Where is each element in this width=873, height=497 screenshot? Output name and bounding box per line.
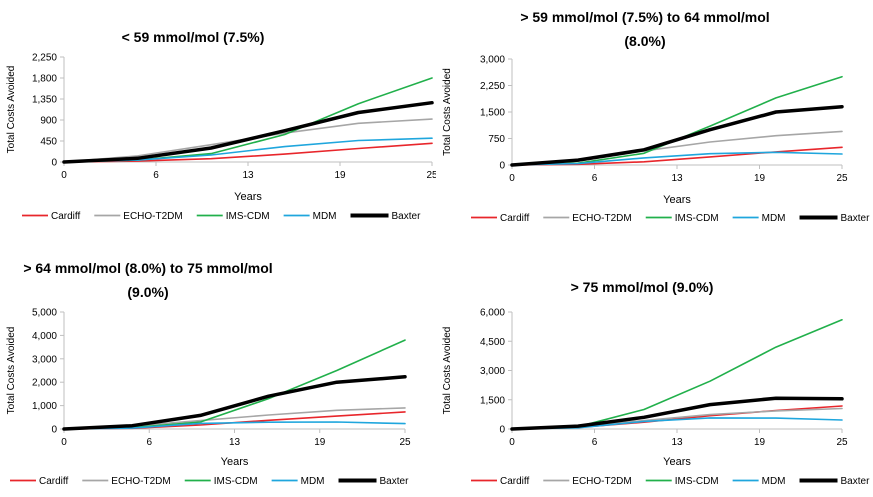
x-tick-label: 0	[509, 437, 515, 448]
legend-entry: IMS-CDM	[226, 211, 270, 222]
y-tick-label: 0	[499, 425, 505, 436]
x-tick-label: 25	[836, 173, 848, 184]
x-tick-label: 0	[61, 437, 67, 448]
x-tick-label: 6	[592, 437, 598, 448]
x-tick-label: 13	[229, 437, 241, 448]
y-tick-label: 6,000	[480, 308, 505, 319]
x-tick-label: 13	[671, 437, 683, 448]
series-line-mdm	[511, 151, 843, 166]
series-line-baxter	[510, 396, 844, 431]
y-tick-label: 1,350	[32, 95, 57, 106]
x-tick-label: 0	[61, 170, 67, 181]
y-tick-label: 4,500	[480, 337, 505, 348]
chart-title: (8.0%)	[624, 33, 665, 49]
x-tick-label: 25	[426, 170, 436, 181]
y-axis-label: Total Costs Avoided	[6, 327, 17, 415]
x-tick-label: 6	[592, 173, 598, 184]
chart-title: < 59 mmol/mol (7.5%)	[122, 29, 265, 45]
y-axis-label: Total Costs Avoided	[6, 66, 17, 154]
series-line-cardiff	[63, 142, 433, 163]
x-tick-label: 13	[671, 173, 683, 184]
y-tick-label: 1,500	[480, 395, 505, 406]
y-tick-label: 5,000	[32, 308, 57, 319]
x-axis-label: Years	[663, 456, 691, 468]
legend-entry: MDM	[313, 211, 337, 222]
legend-entry: IMS-CDM	[214, 476, 258, 487]
y-tick-label: 0	[51, 158, 57, 169]
y-tick-label: 0	[499, 161, 505, 172]
y-axis-label: Total Costs Avoided	[442, 327, 453, 415]
x-tick-label: 13	[242, 170, 254, 181]
series-line-mdm	[63, 421, 406, 430]
x-tick-label: 25	[399, 437, 411, 448]
y-axis-label: Total Costs Avoided	[442, 68, 453, 156]
legend-entry: ECHO-T2DM	[572, 213, 631, 224]
y-tick-label: 450	[40, 137, 57, 148]
legend-entry: ECHO-T2DM	[572, 476, 631, 487]
legend-entry: Cardiff	[500, 213, 529, 224]
legend-entry: MDM	[762, 213, 786, 224]
legend-entry: Cardiff	[500, 476, 529, 487]
legend-entry: ECHO-T2DM	[123, 211, 182, 222]
x-axis-label: Years	[663, 194, 691, 206]
legend-entry: ECHO-T2DM	[111, 476, 170, 487]
x-tick-label: 0	[509, 173, 515, 184]
legend-entry: Baxter	[841, 213, 871, 224]
y-tick-label: 2,000	[32, 378, 57, 389]
legend-entry: Cardiff	[39, 476, 68, 487]
legend-entry: IMS-CDM	[675, 476, 719, 487]
y-tick-label: 3,000	[480, 366, 505, 377]
x-tick-label: 19	[314, 437, 326, 448]
series-line-ims-cdm	[63, 77, 433, 163]
x-tick-label: 19	[754, 173, 766, 184]
chart-title: > 75 mmol/mol (9.0%)	[571, 279, 714, 295]
legend-entry: Cardiff	[51, 211, 80, 222]
x-tick-label: 25	[836, 437, 848, 448]
chart-title: (9.0%)	[127, 284, 168, 300]
chart-title: > 64 mmol/mol (8.0%) to 75 mmol/mol	[23, 260, 272, 276]
series-line-baxter	[62, 100, 434, 164]
legend-entry: MDM	[762, 476, 786, 487]
y-tick-label: 2,250	[480, 81, 505, 92]
x-axis-label: Years	[234, 191, 262, 203]
y-tick-label: 3,000	[32, 354, 57, 365]
y-tick-label: 4,000	[32, 331, 57, 342]
y-tick-label: 900	[40, 116, 57, 127]
y-tick-label: 750	[488, 134, 505, 145]
y-tick-label: 1,500	[480, 108, 505, 119]
y-tick-label: 3,000	[480, 55, 505, 66]
chart-panel-2: > 59 mmol/mol (7.5%) to 64 mmol/mol (8.0%…	[442, 9, 871, 224]
y-tick-label: 1,000	[32, 401, 57, 412]
y-tick-label: 0	[51, 425, 57, 436]
legend-entry: Baxter	[392, 211, 422, 222]
chart-panel-3: > 64 mmol/mol (8.0%) to 75 mmol/mol (9.0%…	[6, 260, 411, 487]
y-tick-label: 1,800	[32, 74, 57, 85]
series-line-baxter	[510, 104, 844, 167]
y-tick-label: 2,250	[32, 53, 57, 64]
legend-entry: IMS-CDM	[675, 213, 719, 224]
chart-panel-4: > 75 mmol/mol (9.0%) 0 1,500 3,000 4,500 6,00…	[442, 279, 871, 487]
x-tick-label: 19	[334, 170, 346, 181]
x-tick-label: 19	[754, 437, 766, 448]
chart-panel-1: < 59 mmol/mol (7.5%) 0 450 900 1,350 1,800 2,2…	[6, 29, 436, 222]
legend-entry: Baxter	[841, 476, 871, 487]
x-axis-label: Years	[221, 456, 249, 468]
legend-entry: Baxter	[380, 476, 410, 487]
series-line-ims-cdm	[511, 75, 843, 166]
chart-title: > 59 mmol/mol (7.5%) to 64 mmol/mol	[520, 9, 769, 25]
series-line-baxter	[62, 375, 407, 431]
x-tick-label: 6	[153, 170, 159, 181]
legend-entry: MDM	[301, 476, 325, 487]
x-tick-label: 6	[146, 437, 152, 448]
